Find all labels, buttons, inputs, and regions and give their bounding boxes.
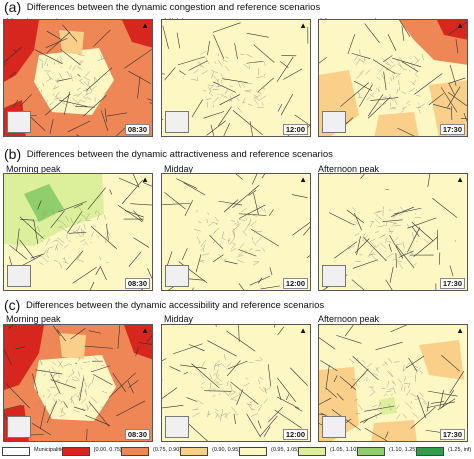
time-badge: 17:30 <box>439 429 465 440</box>
north-arrow-icon: ▲ <box>456 175 464 184</box>
north-arrow-icon: ▲ <box>299 326 307 335</box>
locator-inset-map <box>322 265 346 287</box>
legend-label: (1.05, 1.10] <box>330 447 358 453</box>
legend-swatch <box>180 447 208 456</box>
map-panel-b-morning: ▲ 08:30 <box>3 173 153 291</box>
legend-swatch <box>298 447 326 456</box>
map-legend: Municipalities [0.00, 0.75] (0.75, 0.90]… <box>0 444 474 459</box>
row-c-title: (c) Differences between the dynamic acce… <box>4 297 324 313</box>
legend-label: (0.75, 0.90] <box>153 447 181 453</box>
locator-inset-map <box>165 416 189 438</box>
north-arrow-icon: ▲ <box>141 326 149 335</box>
locator-inset-map <box>165 265 189 287</box>
legend-swatch <box>62 447 90 456</box>
time-badge: 12:00 <box>282 124 308 135</box>
north-arrow-icon: ▲ <box>456 21 464 30</box>
north-arrow-icon: ▲ <box>299 175 307 184</box>
time-badge: 17:30 <box>439 124 465 135</box>
time-badge: 08:30 <box>124 429 150 440</box>
row-b-period-midday: Midday <box>164 164 194 174</box>
time-badge: 12:00 <box>282 429 308 440</box>
row-b-letter: (b) <box>4 146 22 162</box>
north-arrow-icon: ▲ <box>456 326 464 335</box>
locator-inset-map <box>322 416 346 438</box>
legend-swatch <box>416 447 444 456</box>
row-b-title: (b) Differences between the dynamic attr… <box>4 146 333 162</box>
row-a-letter: (a) <box>4 0 22 15</box>
row-b-period-morning: Morning peak <box>6 164 61 174</box>
map-panel-c-midday: ▲ 12:00 <box>161 324 311 442</box>
north-arrow-icon: ▲ <box>141 21 149 30</box>
row-c-period-midday: Midday <box>164 314 194 324</box>
row-b-period-afternoon: Afternoon peak <box>318 164 380 174</box>
legend-label: (1.10, 1.25] <box>389 447 417 453</box>
locator-inset-map <box>7 265 31 287</box>
north-arrow-icon: ▲ <box>299 21 307 30</box>
north-arrow-icon: ▲ <box>141 175 149 184</box>
map-panel-b-midday: ▲ 12:00 <box>161 173 311 291</box>
legend-label: Municipalities <box>34 447 68 453</box>
row-c-description: Differences between the dynamic accessib… <box>25 300 325 311</box>
locator-inset-map <box>7 111 31 133</box>
map-panel-a-afternoon: ▲ 17:30 <box>318 19 468 137</box>
map-panel-a-midday: ▲ 12:00 <box>161 19 311 137</box>
map-panel-a-morning: ▲ 08:30 <box>3 19 153 137</box>
choropleth-map <box>4 174 152 290</box>
map-panel-c-morning: ▲ 08:30 <box>3 324 153 442</box>
locator-inset-map <box>7 416 31 438</box>
row-c-period-morning: Morning peak <box>6 314 61 324</box>
legend-swatch <box>239 447 267 456</box>
legend-swatch <box>2 447 30 456</box>
choropleth-map <box>319 174 467 290</box>
legend-label: (0.90, 0.95] <box>212 447 240 453</box>
locator-inset-map <box>322 111 346 133</box>
row-a-title: (a) Differences between the dynamic cong… <box>4 0 320 15</box>
row-c-period-afternoon: Afternoon peak <box>318 314 380 324</box>
choropleth-map <box>162 20 310 136</box>
legend-swatch <box>357 447 385 456</box>
row-b-description: Differences between the dynamic attracti… <box>26 149 333 160</box>
map-panel-b-afternoon: ▲ 17:30 <box>318 173 468 291</box>
time-badge: 08:30 <box>124 278 150 289</box>
legend-label: [0.00, 0.75] <box>94 447 122 453</box>
choropleth-map <box>162 325 310 441</box>
choropleth-map <box>162 174 310 290</box>
row-a-description: Differences between the dynamic congesti… <box>26 2 321 13</box>
row-c-letter: (c) <box>4 297 21 313</box>
map-panel-c-afternoon: ▲ 17:30 <box>318 324 468 442</box>
time-badge: 12:00 <box>282 278 308 289</box>
legend-label: (1.25, inf) <box>448 447 472 453</box>
time-badge: 08:30 <box>124 124 150 135</box>
legend-label: (0.95, 1.05] <box>271 447 299 453</box>
legend-swatch <box>121 447 149 456</box>
locator-inset-map <box>165 111 189 133</box>
time-badge: 17:30 <box>439 278 465 289</box>
